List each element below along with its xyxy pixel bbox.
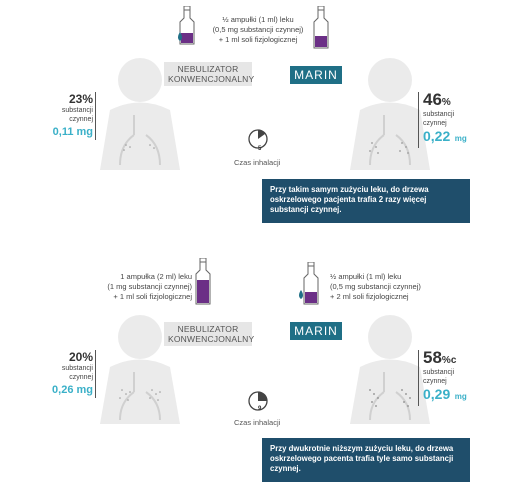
- vial-half-icon: [313, 6, 329, 49]
- dose-text-1: ½ ampułki (1 ml) leku (0,5 mg substancji…: [203, 15, 313, 45]
- stat-left-1: 23% substancji czynnej 0,11 mg: [48, 92, 93, 138]
- label-line: KONWENCJONALNY: [168, 334, 255, 344]
- stat-percent: 20%: [68, 350, 93, 364]
- stat-percent: 46: [423, 90, 442, 109]
- stat-percent-unit: %: [441, 97, 451, 108]
- label-line: NEBULIZATOR: [177, 324, 239, 334]
- dose-line: (1 mg substancji czynnej): [107, 282, 192, 291]
- label-marin-1: MARIN: [290, 66, 342, 84]
- stat-right-2: 58%c substancji czynnej 0,29 mg: [423, 348, 483, 404]
- stat-divider: [418, 350, 419, 406]
- stat-divider: [95, 350, 96, 398]
- dose-line: + 1 ml soli fizjologicznej: [218, 35, 298, 44]
- patient-silhouette-right: [350, 58, 430, 170]
- stat-right-1: 46% substancji czynnej 0,22 mg: [423, 90, 483, 146]
- dose-line: + 2 ml soli fizjologicznej: [330, 292, 409, 301]
- stat-dose: 0,29: [423, 386, 451, 402]
- label-conventional-1: NEBULIZATOR KONWENCJONALNY: [164, 62, 255, 86]
- timer-icon: [248, 391, 268, 411]
- timer-label: Czas inhalacji: [234, 158, 281, 167]
- stat-dose-unit: mg: [454, 392, 467, 401]
- vial-half-icon: [178, 6, 195, 45]
- dose-line: + 1 ml soli fizjologicznej: [113, 292, 192, 301]
- info-note-1: Przy takim samym zużyciu leku, do drzewa…: [262, 179, 470, 223]
- label-line: KONWENCJONALNY: [168, 74, 255, 84]
- info-note-2: Przy dwukrotnie niższym zużyciu leku, do…: [262, 438, 470, 482]
- timer-value: 9: [258, 406, 262, 412]
- stat-divider: [418, 92, 419, 148]
- dose-line: 1 ampułka (2 ml) leku: [120, 272, 192, 281]
- label-marin-2: MARIN: [290, 322, 342, 340]
- stat-label: substancji: [423, 369, 455, 376]
- dose-line: ½ ampułki (1 ml) leku: [330, 272, 402, 281]
- vial-half-icon: [299, 262, 319, 305]
- stat-percent: 23%: [68, 92, 93, 106]
- label-conventional-2: NEBULIZATOR KONWENCJONALNY: [164, 322, 255, 346]
- stat-dose: 0,11 mg: [52, 126, 93, 138]
- stat-divider: [95, 92, 96, 140]
- stat-dose: 0,22: [423, 128, 451, 144]
- stat-percent: 58: [423, 348, 442, 367]
- stat-dose: 0,26 mg: [52, 384, 93, 396]
- vial-full-icon: [195, 258, 211, 305]
- timer-value: 5: [258, 146, 262, 152]
- stat-label: czynnej: [423, 378, 447, 385]
- dose-text-2-right: ½ ampułki (1 ml) leku (0,5 mg substancji…: [330, 272, 440, 302]
- dose-line: (0,5 mg substancji czynnej): [330, 282, 421, 291]
- stat-label: substancji: [61, 107, 93, 114]
- stat-dose-unit: mg: [454, 134, 467, 143]
- timer-label: Czas inhalacji: [234, 418, 281, 427]
- patient-silhouette-left: [100, 58, 180, 170]
- stat-label: czynnej: [69, 116, 93, 123]
- dose-text-2-left: 1 ampułka (2 ml) leku (1 mg substancji c…: [82, 272, 192, 302]
- stat-left-2: 20% substancji czynnej 0,26 mg: [48, 350, 93, 396]
- timer-icon: [248, 129, 268, 149]
- dose-line: (0,5 mg substancji czynnej): [212, 25, 304, 34]
- patient-silhouette-right: [350, 315, 430, 424]
- stat-label: czynnej: [423, 120, 447, 127]
- stat-label: substancji: [423, 111, 455, 118]
- stat-label: substancji: [61, 365, 93, 372]
- label-line: NEBULIZATOR: [177, 64, 239, 74]
- stat-label: czynnej: [69, 374, 93, 381]
- stat-percent-unit: %c: [441, 355, 457, 366]
- patient-silhouette-left: [100, 315, 180, 424]
- dose-line: ½ ampułki (1 ml) leku: [222, 15, 294, 24]
